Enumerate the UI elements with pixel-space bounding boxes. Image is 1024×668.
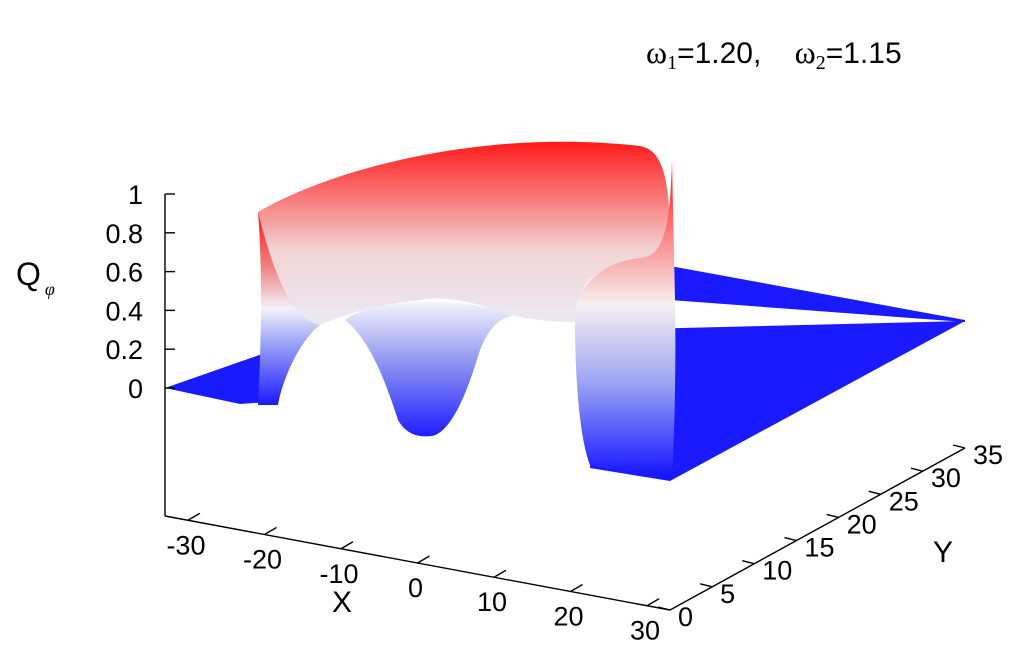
y-tick-label: 0 (678, 602, 693, 632)
y-tick-label: 10 (762, 556, 792, 586)
x-axis-title: X (332, 586, 352, 619)
x-tick-label: 30 (630, 616, 660, 646)
x-tick-label: -30 (166, 530, 205, 560)
surface-right-wall (574, 160, 676, 480)
y-axis-ticks: 05 10 15 20 25 30 35 (657, 440, 1003, 632)
y-tick-mark (826, 513, 839, 519)
baseline-plane-left (165, 352, 268, 404)
x-tick-mark (187, 512, 201, 521)
x-tick-label: 10 (477, 587, 507, 617)
x-tick-label: -10 (319, 559, 358, 589)
z-tick-label: 0.2 (105, 335, 143, 365)
y-tick-mark (784, 536, 797, 542)
y-tick-label: 20 (847, 509, 877, 539)
y-tick-mark (657, 606, 671, 611)
y-tick-mark (742, 560, 755, 565)
y-axis-title: Y (933, 536, 953, 569)
x-tick-mark (340, 541, 354, 550)
surface-rim (258, 141, 671, 325)
z-tick-label: 1 (128, 180, 143, 210)
x-tick-label: 20 (554, 601, 584, 631)
z-axis-ticks: 0 0.2 0.4 0.6 0.8 1 (105, 180, 175, 404)
z-tick-label: 0.6 (105, 258, 143, 288)
parameter-label: ω1=1.20, ω2=1.15 (646, 34, 902, 74)
baseline-plane-right (590, 321, 965, 481)
x-tick-label: -20 (243, 545, 282, 575)
surface-central-dip (345, 302, 512, 437)
z-tick-label: 0.4 (105, 296, 143, 326)
x-tick-mark (493, 569, 507, 578)
baseline-plane-back (670, 266, 965, 322)
y-tick-label: 5 (720, 579, 735, 609)
z-tick-label: 0 (128, 374, 143, 404)
x-tick-mark (264, 526, 277, 536)
y-tick-label: 15 (804, 533, 834, 563)
x-tick-mark (570, 583, 583, 593)
x-tick-label: 0 (408, 573, 423, 603)
y-tick-mark (699, 583, 713, 588)
y-tick-label: 30 (931, 463, 961, 493)
y-tick-mark (868, 490, 881, 495)
x-tick-mark (646, 598, 660, 607)
y-axis-line (669, 447, 966, 611)
y-tick-mark (952, 444, 966, 449)
y-tick-mark (910, 467, 924, 472)
x-tick-mark (417, 555, 430, 564)
z-tick-label: 0.8 (105, 219, 143, 249)
y-tick-label: 25 (889, 486, 919, 516)
y-tick-label: 35 (973, 440, 1003, 470)
x-axis-ticks: -30 -20 -10 0 10 20 30 (166, 512, 660, 646)
